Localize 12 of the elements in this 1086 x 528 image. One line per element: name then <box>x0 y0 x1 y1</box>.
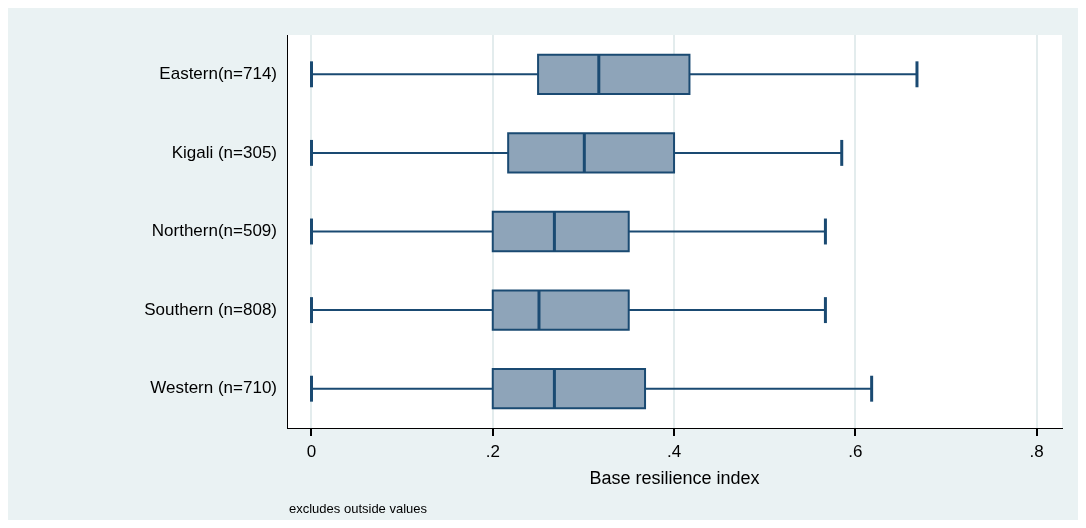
x-tick-label: .6 <box>848 441 863 461</box>
x-tick-label: .8 <box>1029 441 1044 461</box>
x-axis-title: Base resilience index <box>589 468 760 489</box>
y-tick-label: Kigali (n=305) <box>171 142 277 162</box>
y-tick-label: Western (n=710) <box>150 378 277 398</box>
x-tick-label: .2 <box>485 441 500 461</box>
y-tick-label: Northern(n=509) <box>151 221 277 241</box>
y-tick-label: Eastern(n=714) <box>159 63 277 83</box>
text: excludes outside values <box>289 501 428 517</box>
x-tick-label: 0 <box>306 441 317 461</box>
y-tick-label: Southern (n=808) <box>144 299 277 319</box>
x-tick-label: .4 <box>666 441 682 461</box>
